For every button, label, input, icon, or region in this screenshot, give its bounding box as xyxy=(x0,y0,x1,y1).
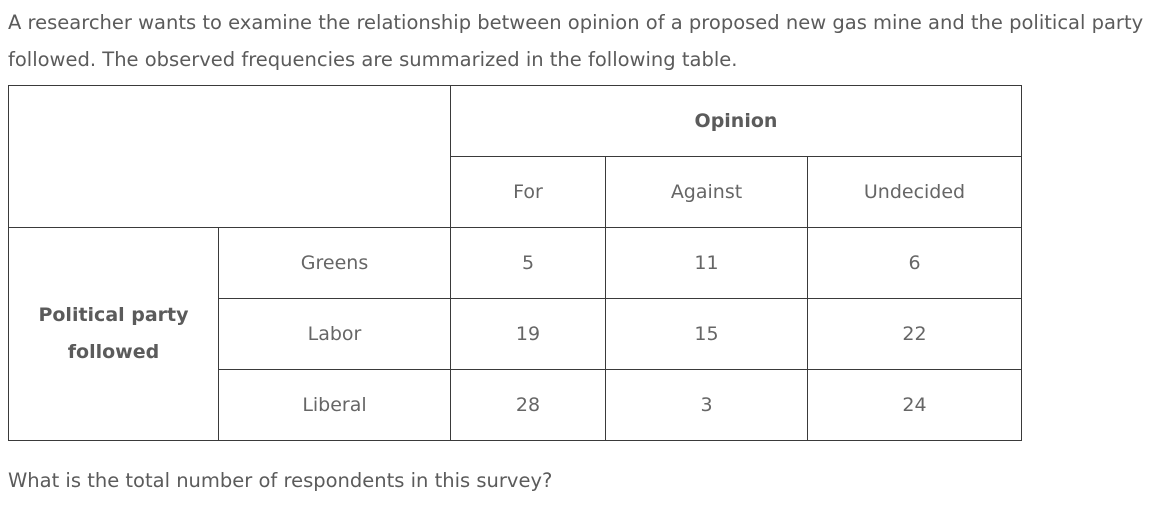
frequency-table: Opinion For Against Undecided Political … xyxy=(8,85,1022,441)
question-intro: A researcher wants to examine the relati… xyxy=(8,4,1151,78)
column-header-for: For xyxy=(450,156,606,228)
intro-line-2: followed. The observed frequencies are s… xyxy=(8,48,738,71)
political-party-header-line-2: followed xyxy=(67,341,160,363)
column-header-undecided: Undecided xyxy=(807,156,1022,228)
table-cell: 6 xyxy=(807,227,1022,299)
opinion-header: Opinion xyxy=(450,85,1022,157)
table-cell: 5 xyxy=(450,227,606,299)
table-cell: 24 xyxy=(807,369,1022,441)
table-cell: 19 xyxy=(450,298,606,370)
row-label-liberal: Liberal xyxy=(218,369,451,441)
political-party-header: Political party followed xyxy=(8,227,219,441)
table-row: Political party followed Greens 5 11 6 xyxy=(8,227,1022,441)
table-column-row: For Against Undecided xyxy=(9,156,1022,228)
table-row: Liberal 28 3 24 xyxy=(9,369,1022,441)
table-cell: 3 xyxy=(605,369,808,441)
row-label-labor: Labor xyxy=(218,298,451,370)
row-label-greens: Greens xyxy=(218,227,451,299)
table-cell: 15 xyxy=(605,298,808,370)
intro-line-1: A researcher wants to examine the relati… xyxy=(8,11,1144,34)
table-row: Labor 19 15 22 xyxy=(9,298,1022,370)
table-cell: 11 xyxy=(605,227,808,299)
table-header-row: Opinion xyxy=(8,85,1022,228)
question-text: What is the total number of respondents … xyxy=(8,469,553,492)
empty-corner-cell xyxy=(8,85,451,228)
table-cell: 22 xyxy=(807,298,1022,370)
political-party-header-line-1: Political party xyxy=(38,304,189,326)
table-cell: 28 xyxy=(450,369,606,441)
column-header-against: Against xyxy=(605,156,808,228)
